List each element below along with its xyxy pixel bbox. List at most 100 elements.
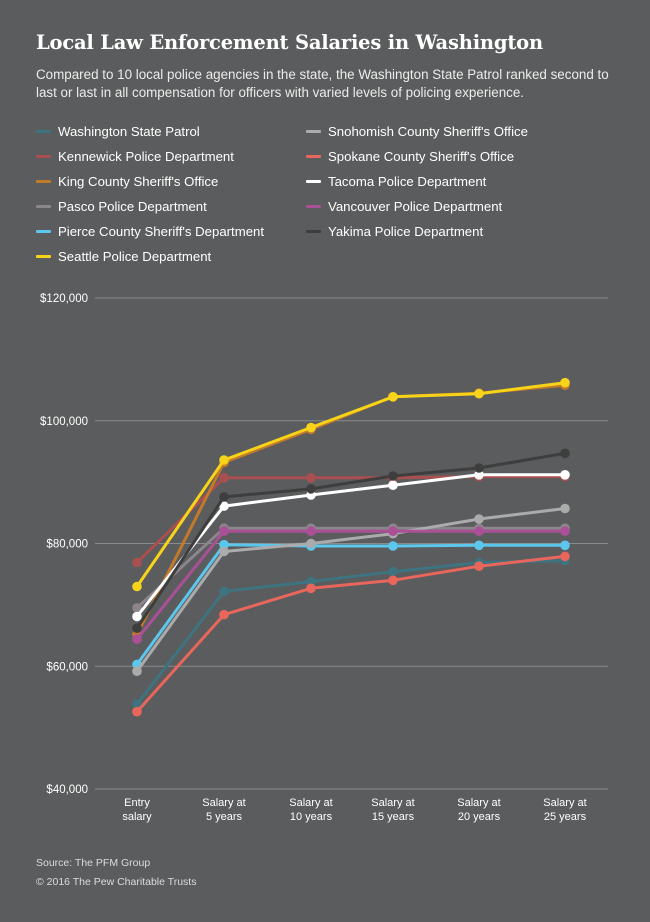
legend-swatch [306, 129, 321, 133]
legend-item-seattle-police-department: Seattle Police Department [36, 246, 211, 266]
data-point [306, 576, 316, 587]
data-point [306, 583, 316, 594]
data-point [474, 540, 484, 551]
legend-item-king-county-sheriff-s-office: King County Sheriff's Office [36, 171, 218, 191]
data-point [560, 526, 570, 536]
data-point [219, 473, 229, 483]
data-point [132, 603, 142, 613]
data-point [132, 623, 142, 633]
x-tick-label-line: Salary at [371, 797, 414, 809]
x-tick-label-line: Salary at [543, 797, 586, 809]
data-point [306, 538, 316, 549]
legend-swatch [306, 229, 321, 233]
chart-subtitle: Compared to 10 local police agencies in … [36, 67, 609, 100]
data-point [132, 706, 142, 717]
gridlines [95, 297, 608, 790]
series-king-county-sheriff-s-office [132, 380, 570, 640]
copyright-note: © 2016 The Pew Charitable Trusts [36, 876, 197, 888]
legend-swatch [306, 154, 321, 158]
data-point [474, 470, 484, 480]
data-point [474, 514, 484, 524]
series-pierce-county-sheriff-s-department [132, 539, 570, 670]
data-point [306, 422, 316, 433]
legend-label: Vancouver Police Department [328, 198, 503, 214]
data-point [560, 470, 570, 480]
series-line [135, 559, 567, 706]
x-tick-label-line: Entry [124, 797, 150, 809]
legend-item-pasco-police-department: Pasco Police Department [36, 196, 207, 216]
legend-label: Tacoma Police Department [328, 173, 487, 189]
legend-label: Yakima Police Department [328, 223, 484, 239]
series-line [135, 451, 567, 630]
x-tick-label-line: salary [122, 811, 152, 823]
series-line [135, 473, 567, 618]
legend-swatch [36, 154, 51, 158]
data-point [388, 471, 398, 481]
x-tick-label: Salary at 25 years [543, 797, 586, 823]
x-tick-label: Salary at 20 years [457, 797, 500, 823]
series-line [135, 526, 567, 610]
legend-swatch [306, 179, 321, 183]
legend-item-yakima-police-department: Yakima Police Department [306, 221, 483, 241]
y-axis: $40,000 $60,000 $80,000 $100,000 $120,000 [40, 293, 88, 796]
series-line [135, 381, 567, 588]
legend-label: Seattle Police Department [58, 248, 212, 264]
data-point [219, 609, 229, 620]
legend-item-spokane-county-sheriff-s-office: Spokane County Sheriff's Office [306, 146, 514, 166]
y-tick-label: $120,000 [40, 293, 88, 305]
legend-swatch [36, 179, 51, 183]
legend-item-washington-state-patrol: Washington State Patrol [36, 121, 200, 141]
data-point [474, 388, 484, 399]
legend-item-kennewick-police-department: Kennewick Police Department [36, 146, 234, 166]
x-tick-label: Salary at 10 years [289, 797, 332, 823]
legend-label: Pierce County Sheriff's Department [58, 223, 265, 239]
data-point [219, 501, 229, 511]
data-point [132, 557, 142, 568]
legend-swatch [36, 254, 51, 258]
data-point [560, 503, 570, 514]
data-point [388, 541, 398, 551]
legend-label: King County Sheriff's Office [58, 173, 219, 189]
data-point [560, 377, 570, 388]
legend-label: Kennewick Police Department [58, 148, 234, 164]
data-point [219, 539, 229, 550]
data-point [132, 666, 142, 676]
data-point [560, 448, 570, 459]
x-axis: Entry salary Salary at 5 years Salary at 10 y… [122, 797, 586, 823]
data-point [474, 526, 484, 536]
data-point [132, 699, 142, 710]
data-point [388, 566, 398, 577]
series-line [135, 507, 567, 673]
x-tick-label: Salary at 15 years [371, 797, 414, 823]
data-point [560, 540, 570, 551]
legend-item-vancouver-police-department: Vancouver Police Department [306, 196, 502, 216]
series-line [135, 529, 567, 641]
y-tick-label: $60,000 [46, 661, 88, 673]
data-point [132, 581, 142, 592]
x-tick-label: Entry salary [122, 797, 152, 823]
x-tick-label-line: Salary at [202, 797, 245, 809]
data-point [219, 492, 229, 502]
source-note: Source: The PFM Group [36, 857, 151, 869]
data-point [306, 484, 316, 494]
data-point [132, 634, 142, 644]
data-point [132, 611, 142, 622]
series-line [135, 554, 567, 714]
series-lines [132, 377, 570, 717]
x-tick-label: Salary at 5 years [202, 797, 245, 823]
legend-label: Washington State Patrol [58, 123, 200, 139]
data-point [388, 575, 398, 586]
legend-label: Snohomish County Sheriff's Office [328, 123, 528, 139]
series-tacoma-police-department [132, 470, 570, 622]
y-tick-label: $100,000 [40, 416, 88, 428]
legend-swatch [36, 229, 51, 233]
series-line [135, 543, 567, 666]
data-point [306, 526, 316, 536]
data-point [219, 455, 229, 465]
y-tick-label: $80,000 [46, 539, 88, 551]
legend-swatch [36, 129, 51, 133]
data-point [560, 551, 570, 562]
data-point [474, 463, 484, 473]
legend-label: Pasco Police Department [58, 198, 207, 214]
